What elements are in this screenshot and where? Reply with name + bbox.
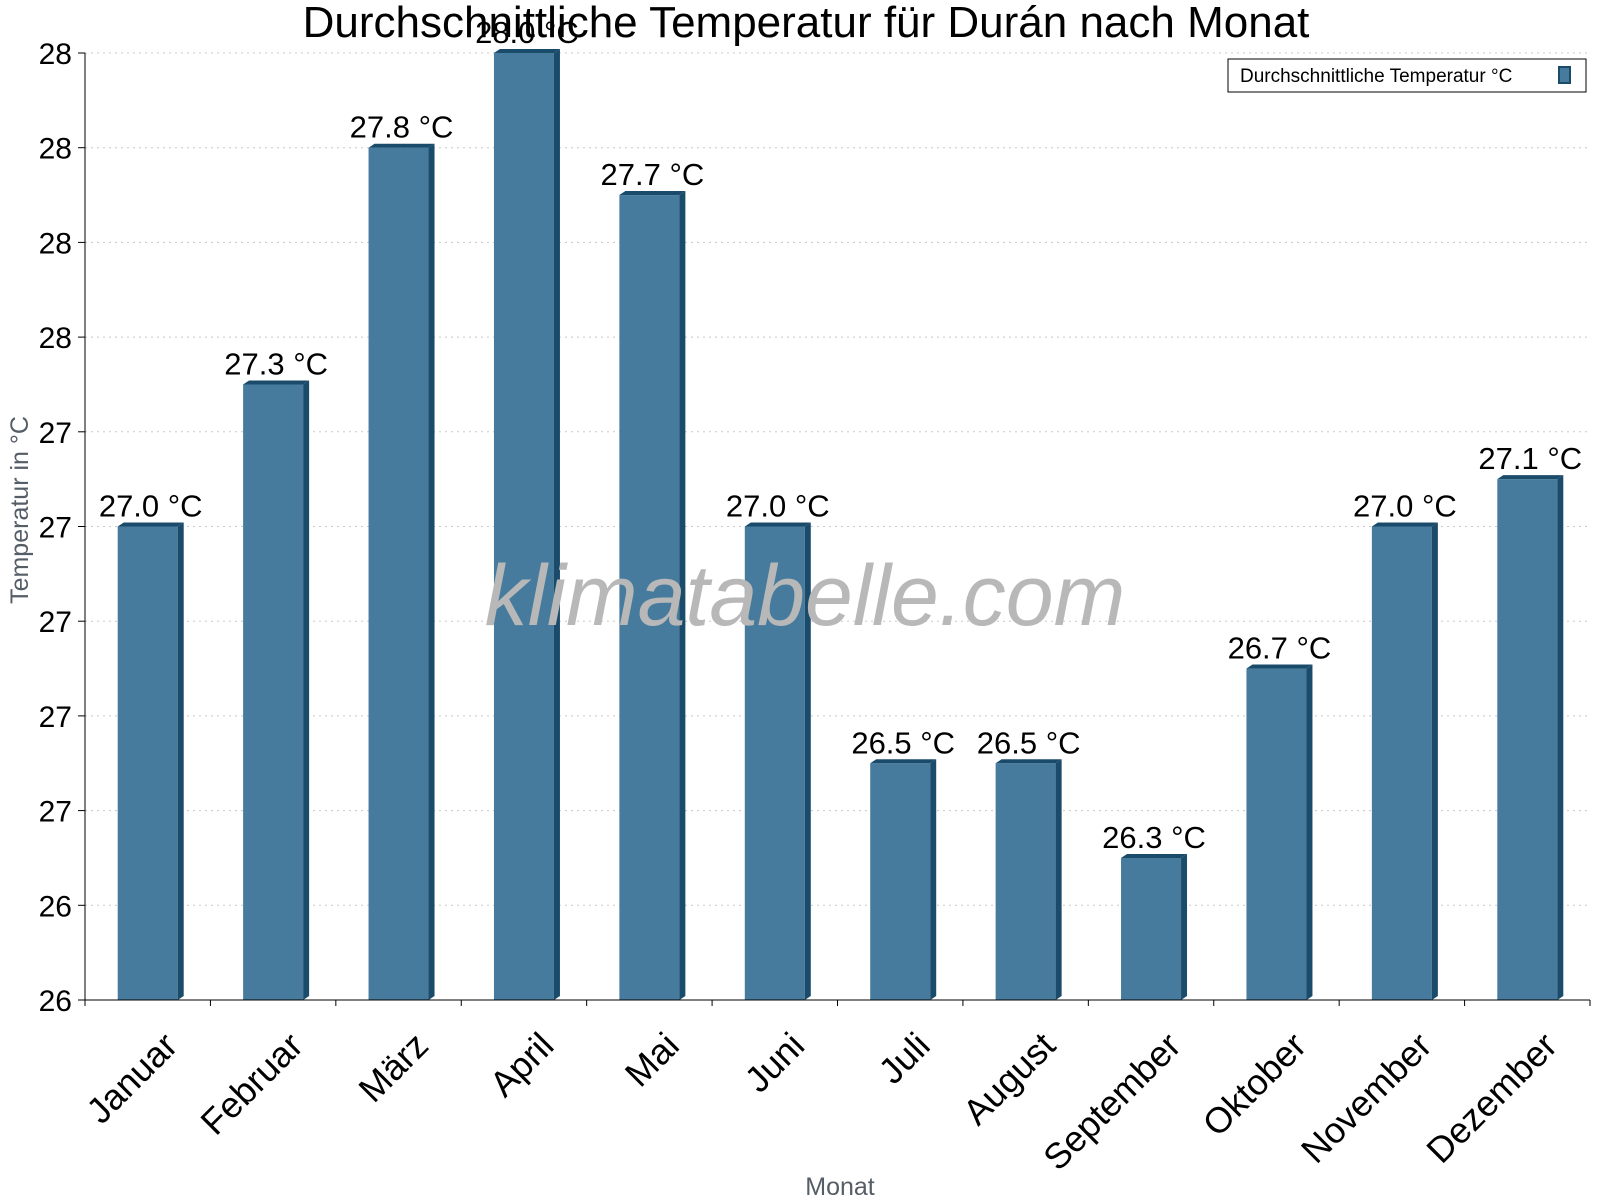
bar-side <box>804 522 811 1000</box>
bar-top <box>243 380 310 385</box>
bar-side <box>1431 522 1438 1000</box>
y-tick-label: 28 <box>39 38 72 71</box>
bar-side <box>679 191 686 1001</box>
data-label: 26.7 °C <box>1228 631 1332 666</box>
x-tick-label: September <box>1035 1024 1189 1178</box>
bar-front <box>1246 668 1307 1000</box>
y-axis-label: Temperatur in °C <box>6 416 34 604</box>
y-tick-label: 27 <box>39 796 72 829</box>
bar <box>493 49 560 1000</box>
x-tick-label: Dezember <box>1418 1024 1564 1170</box>
data-label: 27.0 °C <box>99 489 203 524</box>
data-labels: 27.0 °C 27.3 °C 27.8 °C 28.0 °C 27.7 °C 27.0 … <box>99 15 1582 855</box>
data-label: 27.8 °C <box>350 110 454 145</box>
bar-front <box>870 763 931 1000</box>
y-tick-label: 27 <box>39 701 72 734</box>
bar-side <box>1181 853 1188 1000</box>
legend-label: Durchschnittliche Temperatur °C <box>1240 66 1512 87</box>
bar-side <box>303 380 310 1000</box>
bar <box>744 522 811 1000</box>
bar <box>1246 664 1313 1000</box>
bar-side <box>428 143 435 1000</box>
data-label: 28.0 °C <box>475 15 579 50</box>
x-tick-label: April <box>482 1024 562 1104</box>
bar-front <box>1371 526 1432 1000</box>
x-tick-label: Juli <box>870 1024 937 1091</box>
y-tick-label: 27 <box>39 606 72 639</box>
bar-front <box>243 384 304 1000</box>
bar-front <box>995 763 1056 1000</box>
data-label: 27.7 °C <box>601 157 705 192</box>
bar-side <box>553 49 560 1000</box>
x-tick-label: Oktober <box>1194 1024 1314 1144</box>
x-tick-label: März <box>350 1024 436 1110</box>
bar-top <box>1121 853 1188 858</box>
bar-side <box>1306 664 1313 1000</box>
bar-side <box>1055 759 1062 1000</box>
bar-top <box>117 522 184 527</box>
bar <box>368 143 435 1000</box>
bar-front <box>1121 857 1182 1000</box>
data-label: 27.0 °C <box>1353 489 1457 524</box>
bar-front <box>368 147 429 1000</box>
data-label: 27.3 °C <box>224 346 328 381</box>
bar-side <box>1557 475 1564 1000</box>
data-label: 26.5 °C <box>851 725 955 760</box>
x-tick-label: Februar <box>192 1024 310 1142</box>
x-tick-label: Juni <box>737 1024 813 1100</box>
bar <box>243 380 310 1000</box>
y-tick-label: 26 <box>39 985 72 1018</box>
x-tick-label: Mai <box>617 1024 687 1094</box>
bar-top <box>619 191 686 196</box>
bar-front <box>493 53 554 1000</box>
bar-front <box>1497 479 1558 1000</box>
legend: Durchschnittliche Temperatur °C <box>1227 58 1587 93</box>
bar-side <box>177 522 184 1000</box>
data-label: 27.0 °C <box>726 489 830 524</box>
legend-swatch <box>1558 66 1571 84</box>
legend-box <box>1227 58 1587 93</box>
x-tick-label: August <box>955 1024 1063 1132</box>
bar <box>1497 475 1564 1000</box>
bar-front <box>619 195 680 1001</box>
bar-front <box>117 526 178 1000</box>
y-axis-ticks: 26 26 27 27 27 27 27 28 28 28 28 <box>39 38 85 1018</box>
gridlines <box>85 52 1590 906</box>
data-label: 26.5 °C <box>977 725 1081 760</box>
y-tick-label: 27 <box>39 512 72 545</box>
bar <box>1121 853 1188 1000</box>
watermark: klimatabelle.com <box>485 548 1125 644</box>
data-label: 26.3 °C <box>1102 820 1206 855</box>
bar-top <box>1497 475 1564 480</box>
bar-top <box>870 759 937 764</box>
bar-side <box>930 759 937 1000</box>
x-axis-label: Monat <box>805 1173 875 1200</box>
x-axis-ticks: Januar Februar März April Mai Juni Juli AugustS… <box>78 1000 1591 1178</box>
bars <box>117 49 1564 1001</box>
bar-top <box>1371 522 1438 527</box>
bar-front <box>744 526 805 1000</box>
bar-top <box>995 759 1062 764</box>
bar <box>870 759 937 1000</box>
bar-top <box>368 143 435 148</box>
bar-top <box>493 49 560 53</box>
x-tick-label: Januar <box>78 1024 185 1131</box>
bar <box>619 191 686 1001</box>
bar-top <box>1246 664 1313 669</box>
bar <box>995 759 1062 1000</box>
data-label: 27.1 °C <box>1478 441 1582 476</box>
y-tick-label: 28 <box>39 133 72 166</box>
bar <box>117 522 184 1000</box>
bar <box>1371 522 1438 1000</box>
bar-top <box>744 522 811 527</box>
y-tick-label: 28 <box>39 322 72 355</box>
y-tick-label: 27 <box>39 417 72 450</box>
x-tick-label: November <box>1293 1024 1439 1170</box>
y-tick-label: 26 <box>39 890 72 923</box>
chart-title: Durchschnittliche Temperatur für Durán n… <box>303 0 1310 47</box>
y-tick-label: 28 <box>39 227 72 260</box>
